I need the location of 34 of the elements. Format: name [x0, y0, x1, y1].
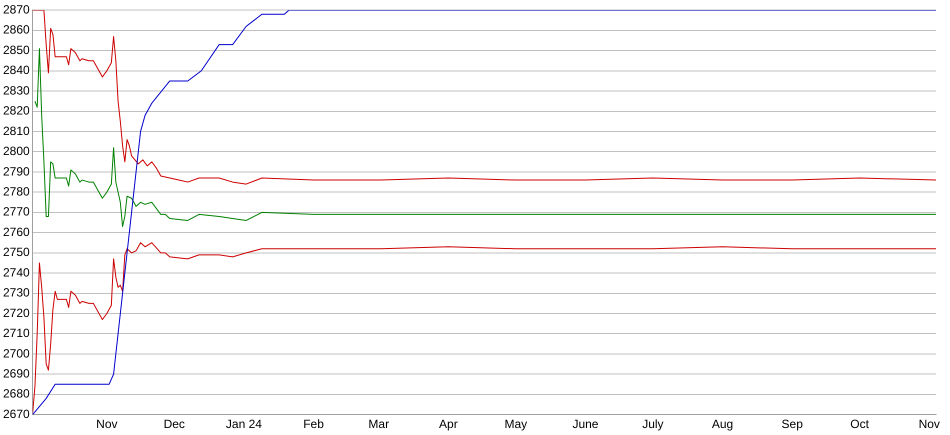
y-tick-label: 2810 — [2, 124, 30, 138]
x-tick-label: July — [642, 417, 664, 432]
x-tick-label: Sep — [782, 417, 804, 432]
y-tick-label: 2760 — [2, 224, 30, 239]
y-tick-label: 2860 — [2, 22, 30, 37]
y-tick-label: 2780 — [2, 184, 30, 198]
y-tick-label: 2790 — [2, 164, 30, 178]
y-tick-label: 2680 — [2, 386, 30, 401]
x-tick-label: Mar — [368, 417, 390, 432]
y-tick-label: 2770 — [2, 204, 30, 219]
y-tick-label: 2750 — [2, 245, 30, 260]
y-tick-label: 2670 — [2, 406, 30, 421]
x-tick-label: Aug — [712, 417, 734, 432]
x-tick-label: Dec — [164, 417, 185, 432]
y-tick-label: 2690 — [2, 366, 30, 380]
y-tick-label: 2830 — [2, 83, 30, 98]
x-tick-label: Oct — [850, 417, 870, 432]
y-tick-label: 2710 — [2, 326, 30, 340]
y-tick-label: 2720 — [2, 306, 30, 320]
x-tick-label: Apr — [439, 417, 458, 432]
y-tick-label: 2730 — [2, 286, 30, 300]
y-tick-label: 2800 — [2, 144, 30, 158]
x-tick-label: May — [504, 417, 528, 432]
x-tick-label: Nov — [918, 417, 940, 432]
y-tick-label: 2850 — [2, 42, 30, 57]
x-tick-label: Feb — [303, 417, 324, 432]
x-tick-label: June — [572, 417, 599, 432]
y-tick-label: 2840 — [2, 63, 30, 78]
x-tick-label: Jan 24 — [226, 417, 262, 432]
y-tick-label: 2820 — [2, 104, 30, 118]
y-tick-label: 2870 — [2, 2, 30, 17]
x-tick-label: Nov — [96, 417, 118, 432]
y-tick-label: 2740 — [2, 265, 30, 280]
y-tick-label: 2700 — [2, 346, 30, 360]
